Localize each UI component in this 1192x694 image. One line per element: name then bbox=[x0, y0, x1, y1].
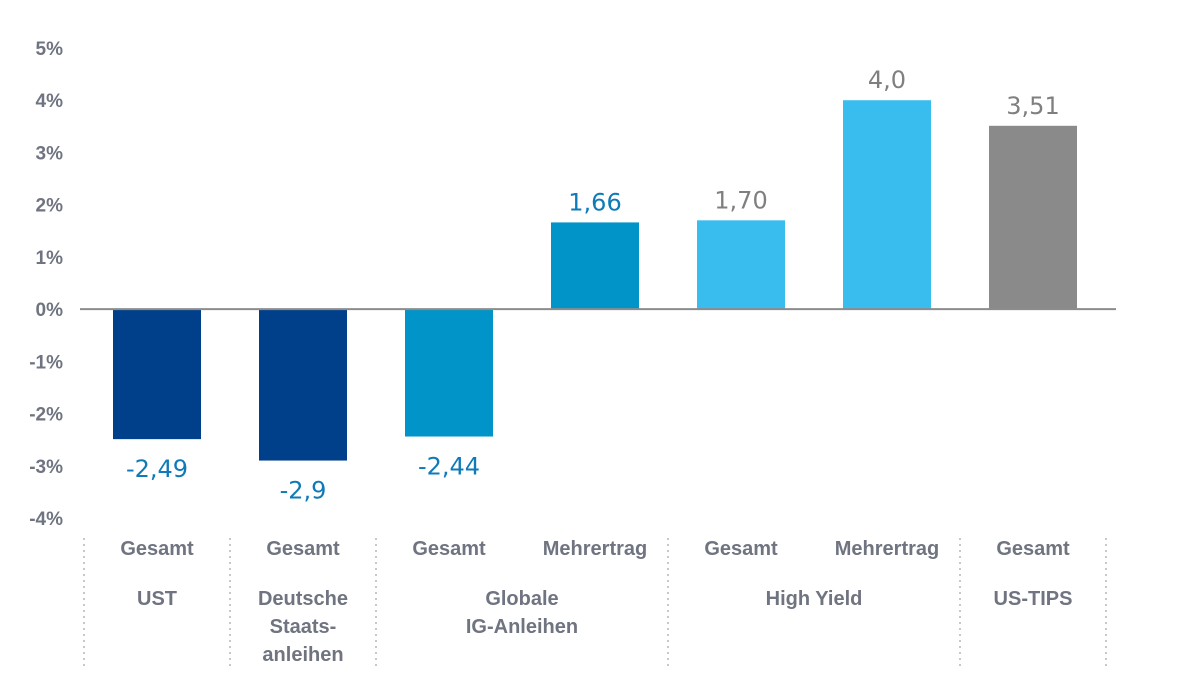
data-label: 1,66 bbox=[568, 188, 621, 216]
bar bbox=[697, 220, 785, 310]
category-label: Gesamt bbox=[266, 538, 340, 560]
group-labels: UST Deutsche Staats-anleihen Globale IG-Anle… bbox=[137, 588, 1072, 666]
group-label: Deutsche bbox=[258, 588, 348, 610]
group-label: High Yield bbox=[766, 588, 863, 610]
group-label: anleihen bbox=[262, 644, 343, 666]
group-label: IG-Anleihen bbox=[466, 616, 578, 638]
y-axis: 5% 4% 3% 2% 1% 0% -1% -2% -3% -4% bbox=[29, 39, 63, 530]
value-labels: -2,49 -2,9 -2,44 1,66 1,70 4,0 3,51 bbox=[126, 66, 1060, 504]
y-tick-label: 1% bbox=[36, 248, 64, 269]
category-label: Mehrertrag bbox=[543, 538, 647, 560]
y-tick-label: -1% bbox=[29, 352, 63, 373]
y-tick-label: 0% bbox=[36, 300, 64, 321]
group-label: Globale bbox=[485, 588, 558, 610]
y-tick-label: -2% bbox=[29, 405, 63, 426]
bar bbox=[405, 309, 493, 437]
group-separators bbox=[83, 538, 1107, 668]
category-label: Mehrertrag bbox=[835, 538, 939, 560]
group-label: UST bbox=[137, 588, 177, 610]
bars bbox=[113, 100, 1077, 461]
bar bbox=[259, 309, 347, 461]
category-label: Gesamt bbox=[120, 538, 194, 560]
category-label: Gesamt bbox=[704, 538, 778, 560]
bar bbox=[989, 125, 1077, 310]
y-tick-label: 5% bbox=[36, 39, 64, 60]
data-label: 4,0 bbox=[868, 66, 906, 94]
y-tick-label: 3% bbox=[36, 143, 64, 164]
group-label: US-TIPS bbox=[994, 588, 1073, 610]
data-label: -2,9 bbox=[280, 477, 327, 505]
bar bbox=[113, 309, 201, 440]
bar bbox=[551, 222, 639, 310]
data-label: -2,49 bbox=[126, 455, 188, 483]
category-label: Gesamt bbox=[996, 538, 1070, 560]
y-tick-label: -3% bbox=[29, 457, 63, 478]
data-label: 1,70 bbox=[714, 186, 767, 214]
category-label: Gesamt bbox=[412, 538, 486, 560]
group-label: Staats- bbox=[270, 616, 337, 638]
y-tick-label: 2% bbox=[36, 196, 64, 217]
y-tick-label: -4% bbox=[29, 509, 63, 530]
y-tick-label: 4% bbox=[36, 91, 64, 112]
data-label: -2,44 bbox=[418, 453, 480, 481]
data-label: 3,51 bbox=[1006, 92, 1059, 120]
category-labels: Gesamt Gesamt Gesamt Mehrertrag Gesamt Mehrer… bbox=[120, 538, 1070, 560]
bar bbox=[843, 100, 931, 310]
